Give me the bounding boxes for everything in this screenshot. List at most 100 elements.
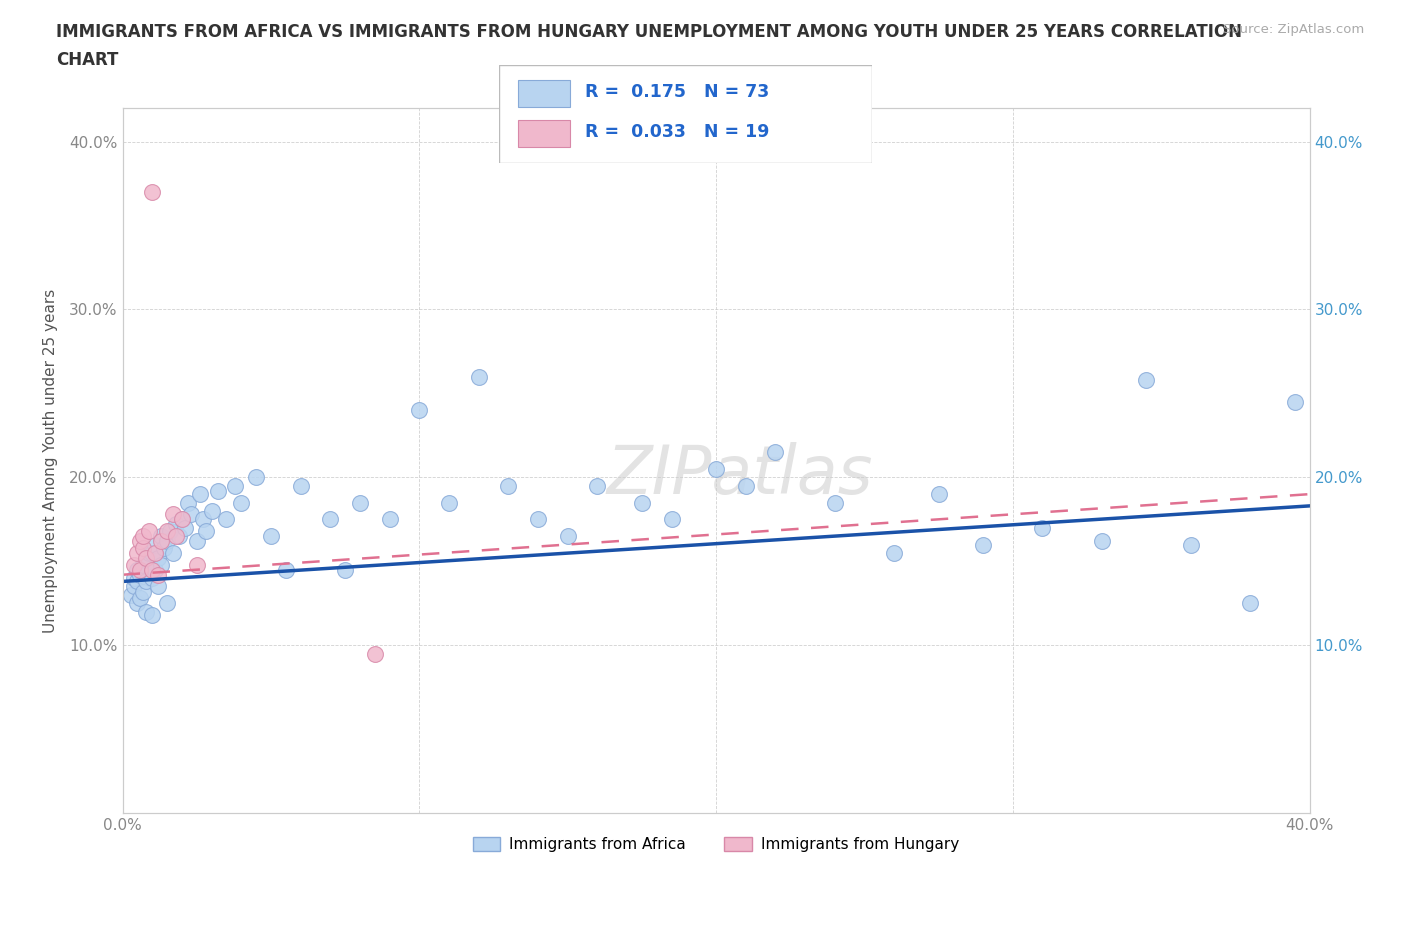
Point	[148, 551, 170, 565]
Point	[201, 503, 224, 518]
Point	[349, 495, 371, 510]
Point	[124, 557, 146, 572]
Point	[408, 403, 430, 418]
Point	[153, 540, 176, 555]
Point	[127, 563, 149, 578]
Point	[1284, 394, 1306, 409]
Point	[156, 534, 179, 549]
Point	[141, 184, 163, 199]
Point	[141, 607, 163, 622]
Point	[129, 534, 152, 549]
Point	[150, 557, 173, 572]
Point	[165, 528, 187, 543]
Text: Source: ZipAtlas.com: Source: ZipAtlas.com	[1223, 23, 1364, 36]
Point	[135, 604, 157, 619]
Point	[180, 507, 202, 522]
Point	[129, 567, 152, 582]
Point	[194, 524, 217, 538]
Point	[141, 546, 163, 561]
Text: ZIPatlas: ZIPatlas	[606, 442, 873, 508]
Text: CHART: CHART	[56, 51, 118, 69]
Point	[170, 512, 193, 526]
Point	[586, 478, 609, 493]
Point	[127, 574, 149, 589]
Point	[138, 554, 160, 569]
Point	[121, 588, 143, 603]
Point	[127, 596, 149, 611]
Point	[928, 486, 950, 501]
Point	[191, 512, 214, 526]
Bar	[517, 80, 569, 107]
Point	[148, 579, 170, 594]
Point	[704, 461, 727, 476]
Point	[224, 478, 246, 493]
Point	[1091, 534, 1114, 549]
Point	[148, 567, 170, 582]
Point	[631, 495, 654, 510]
Point	[207, 484, 229, 498]
Bar	[517, 120, 569, 147]
Point	[186, 557, 208, 572]
Point	[141, 563, 163, 578]
Point	[437, 495, 460, 510]
Point	[824, 495, 846, 510]
Point	[290, 478, 312, 493]
Text: IMMIGRANTS FROM AFRICA VS IMMIGRANTS FROM HUNGARY UNEMPLOYMENT AMONG YOUTH UNDER: IMMIGRANTS FROM AFRICA VS IMMIGRANTS FRO…	[56, 23, 1243, 41]
Point	[188, 486, 211, 501]
Point	[124, 579, 146, 594]
FancyBboxPatch shape	[499, 65, 872, 163]
Point	[364, 646, 387, 661]
Point	[143, 546, 166, 561]
Point	[156, 596, 179, 611]
Point	[274, 563, 297, 578]
Point	[260, 528, 283, 543]
Point	[319, 512, 342, 526]
Point	[1239, 596, 1261, 611]
Point	[135, 551, 157, 565]
Point	[167, 528, 190, 543]
Point	[132, 584, 155, 599]
Legend: Immigrants from Africa, Immigrants from Hungary: Immigrants from Africa, Immigrants from …	[467, 831, 966, 858]
Point	[129, 591, 152, 605]
Point	[170, 512, 193, 526]
Point	[132, 540, 155, 555]
Point	[143, 563, 166, 578]
Point	[162, 507, 184, 522]
Point	[186, 534, 208, 549]
Point	[498, 478, 520, 493]
Point	[215, 512, 238, 526]
Point	[661, 512, 683, 526]
Point	[734, 478, 756, 493]
Point	[141, 571, 163, 586]
Point	[1135, 373, 1157, 388]
Point	[972, 537, 994, 551]
Point	[333, 563, 356, 578]
Point	[883, 546, 905, 561]
Point	[138, 546, 160, 561]
Point	[557, 528, 579, 543]
Point	[143, 537, 166, 551]
Point	[156, 524, 179, 538]
Point	[162, 546, 184, 561]
Point	[150, 534, 173, 549]
Point	[1180, 537, 1202, 551]
Point	[132, 557, 155, 572]
Point	[378, 512, 401, 526]
Point	[177, 495, 200, 510]
Point	[150, 528, 173, 543]
Point	[174, 520, 197, 535]
Point	[138, 524, 160, 538]
Point	[245, 470, 267, 485]
Point	[159, 524, 181, 538]
Point	[165, 517, 187, 532]
Point	[1031, 520, 1053, 535]
Point	[124, 571, 146, 586]
Point	[132, 528, 155, 543]
Text: R =  0.033   N = 19: R = 0.033 N = 19	[585, 124, 769, 141]
Point	[467, 369, 489, 384]
Point	[527, 512, 550, 526]
Point	[135, 574, 157, 589]
Text: R =  0.175   N = 73: R = 0.175 N = 73	[585, 83, 769, 101]
Point	[231, 495, 253, 510]
Point	[129, 563, 152, 578]
